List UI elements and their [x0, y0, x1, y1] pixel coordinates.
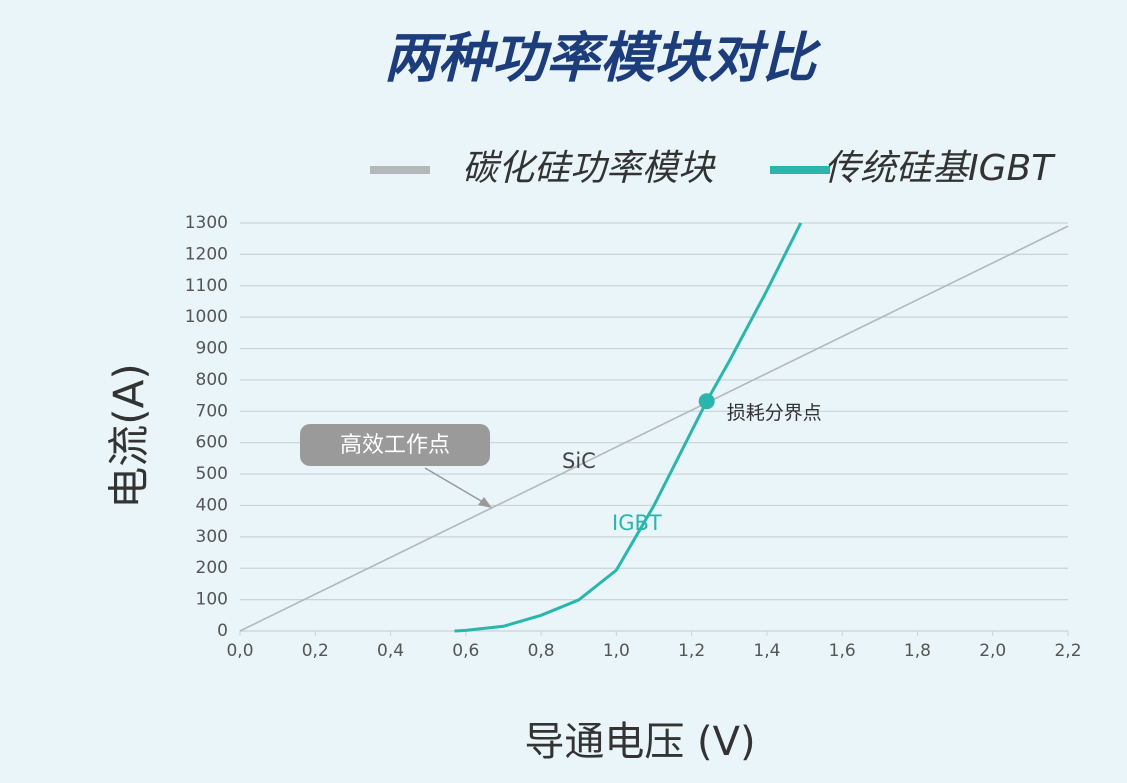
annotation: SiC	[562, 449, 596, 473]
y-tick-label: 1100	[185, 276, 228, 296]
x-tick-label: 2,0	[979, 641, 1006, 661]
x-tick-label: 0,4	[377, 641, 404, 661]
x-tick-label: 1,6	[829, 641, 856, 661]
x-tick-label: 0,6	[452, 641, 479, 661]
x-tick-label: 1,0	[603, 641, 630, 661]
x-tick-label: 0,0	[226, 641, 253, 661]
chart-title: 两种功率模块对比	[384, 27, 822, 90]
series-line	[239, 225, 1069, 632]
x-tick-label: 0,2	[302, 641, 329, 661]
y-tick-label: 1000	[185, 307, 228, 327]
annotation-arrow	[424, 467, 489, 506]
y-tick-label: 1200	[185, 244, 228, 264]
x-tick-label: 0,8	[528, 641, 555, 661]
y-tick-label: 1300	[185, 213, 228, 233]
y-tick-label: 600	[196, 433, 228, 453]
y-tick-label: 200	[196, 558, 228, 578]
series-line	[454, 222, 803, 633]
x-tick-label: 1,4	[753, 641, 780, 661]
x-axis-label: 导通电压 (V)	[524, 719, 755, 765]
legend-label: 碳化硅功率模块	[462, 148, 716, 189]
x-tick-label: 2,2	[1054, 641, 1081, 661]
y-tick-label: 900	[196, 339, 228, 359]
y-tick-label: 300	[196, 527, 228, 547]
y-tick-label: 100	[196, 590, 228, 610]
crossover-point	[698, 393, 715, 410]
x-tick-label: 1,2	[678, 641, 705, 661]
y-tick-label: 400	[196, 495, 228, 515]
y-tick-label: 700	[196, 401, 228, 421]
y-tick-label: 500	[196, 464, 228, 484]
annotation: IGBT	[612, 511, 662, 535]
crossover-label: 损耗分界点	[727, 402, 822, 424]
arrow-head	[478, 497, 492, 508]
y-axis-label: 电流(A)	[105, 363, 154, 509]
y-tick-label: 0	[217, 621, 228, 641]
x-tick-label: 1,8	[904, 641, 931, 661]
legend-label: 传统硅基IGBT	[824, 148, 1056, 189]
y-tick-label: 800	[196, 370, 228, 390]
annotation-box	[300, 424, 490, 466]
annotation: 高效工作点	[340, 433, 450, 458]
